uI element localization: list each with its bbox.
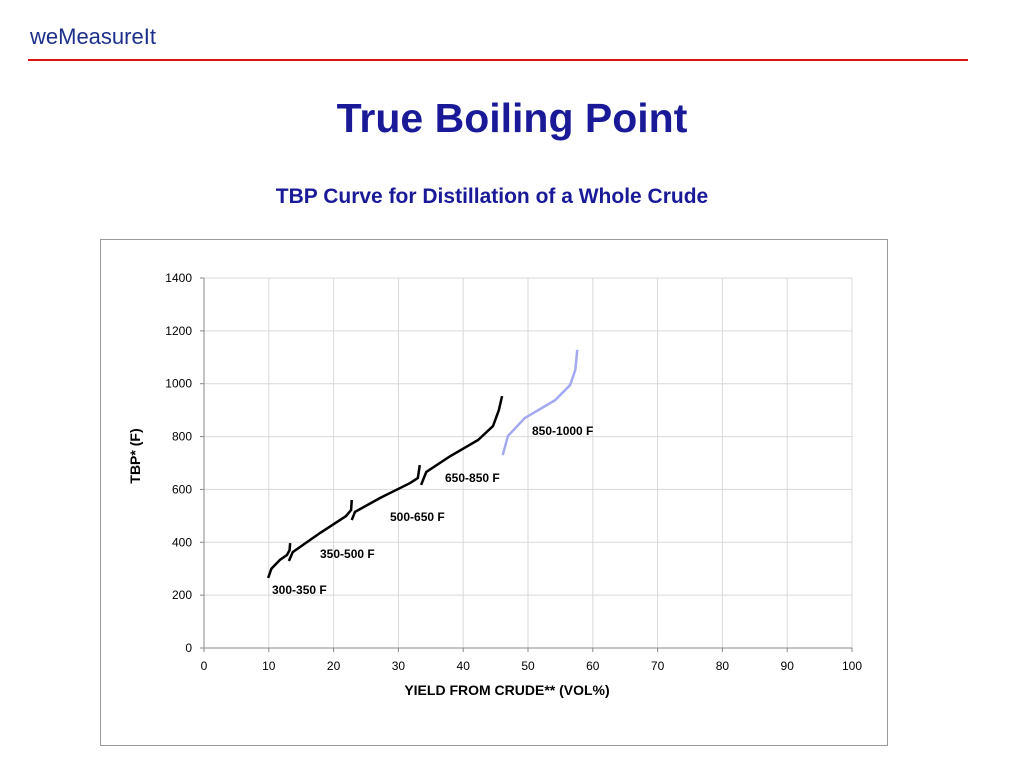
- curve-label: 650-850 F: [445, 471, 500, 485]
- curve: [501, 349, 579, 456]
- curve-label: 500-650 F: [390, 510, 445, 524]
- curve-label: 300-350 F: [272, 583, 327, 597]
- y-tick-label: 600: [172, 482, 192, 496]
- y-axis-title: TBP* (F): [127, 428, 143, 483]
- x-tick-label: 50: [521, 659, 535, 673]
- y-tick-label: 1000: [165, 377, 192, 391]
- chart-title: TBP Curve for Distillation of a Whole Cr…: [276, 185, 708, 208]
- y-tick-label: 0: [185, 641, 192, 655]
- x-tick-label: 70: [651, 659, 665, 673]
- chart-frame: [100, 239, 888, 746]
- curve-label: 350-500 F: [320, 547, 375, 561]
- y-tick-label: 400: [172, 535, 192, 549]
- slide-title: True Boiling Point: [337, 95, 688, 141]
- curve: [350, 464, 422, 521]
- x-tick-label: 30: [392, 659, 406, 673]
- x-tick-label: 100: [842, 659, 862, 673]
- x-tick-label: 90: [781, 659, 795, 673]
- x-tick-label: 60: [586, 659, 600, 673]
- logo: weMeasureIt: [29, 24, 156, 49]
- y-tick-label: 1400: [165, 271, 192, 285]
- curve: [419, 395, 504, 486]
- curve: [266, 542, 292, 579]
- x-tick-label: 0: [201, 659, 208, 673]
- x-axis-title: YIELD FROM CRUDE** (VOL%): [404, 682, 609, 698]
- y-tick-label: 800: [172, 430, 192, 444]
- plot: 0 10 20 30 40 50 60 70 80 90 100020040060080010001…: [165, 271, 862, 673]
- x-tick-label: 20: [327, 659, 341, 673]
- curve: [287, 499, 353, 562]
- y-tick-label: 1200: [165, 324, 192, 338]
- curve-label: 850-1000 F: [532, 424, 593, 438]
- x-tick-label: 10: [262, 659, 276, 673]
- x-tick-label: 80: [716, 659, 730, 673]
- y-tick-label: 200: [172, 588, 192, 602]
- x-tick-label: 40: [457, 659, 471, 673]
